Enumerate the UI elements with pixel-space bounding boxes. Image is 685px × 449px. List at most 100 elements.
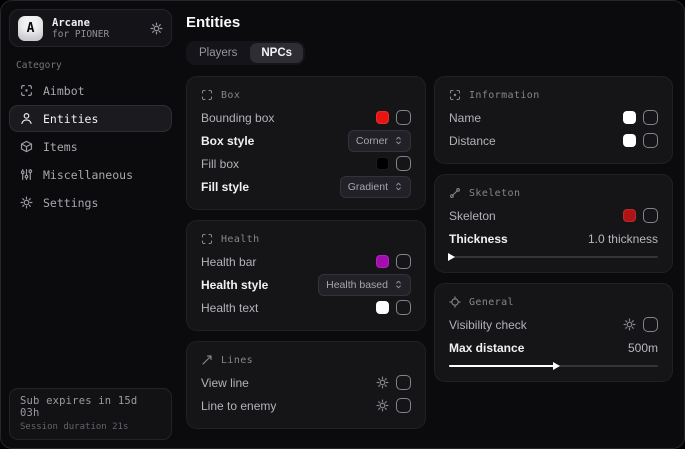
slider-fill [449, 362, 560, 370]
box-icon [20, 140, 33, 153]
health-text-checkbox[interactable] [396, 300, 411, 315]
thickness-value: 1.0 thickness [587, 231, 658, 246]
information-card-header: Information [449, 89, 658, 101]
sidebar-item-settings[interactable]: Settings [9, 189, 172, 216]
fill-style-row: Fill style Gradient [201, 175, 411, 198]
card-columns: Box Bounding box Box style Corne [186, 76, 676, 429]
sidebar-item-label: Settings [43, 195, 99, 210]
slider-handle[interactable] [448, 253, 456, 261]
card-title: General [469, 296, 514, 308]
row-label: Fill style [201, 179, 250, 194]
sidebar-header: A Arcane for PIONER [9, 9, 172, 47]
line-to-enemy-row: Line to enemy [201, 394, 411, 417]
gear-icon[interactable] [376, 399, 389, 412]
sidebar-nav: Aimbot Entities Items [9, 77, 172, 216]
scan-info-icon [449, 89, 461, 101]
row-label: Visibility check [449, 317, 527, 332]
lines-card-header: Lines [201, 354, 411, 366]
corners-icon [201, 89, 213, 101]
visibility-check-checkbox[interactable] [643, 317, 658, 332]
row-label: Skeleton [449, 208, 496, 223]
fill-box-checkbox[interactable] [396, 156, 411, 171]
information-card: Information Name Distance [434, 76, 673, 164]
diagonal-line-icon [201, 354, 213, 366]
card-title: Skeleton [469, 187, 521, 199]
dropdown-value: Gradient [347, 180, 388, 193]
gear-icon[interactable] [150, 21, 163, 35]
gear-icon[interactable] [623, 318, 636, 331]
color-swatch[interactable] [376, 255, 389, 268]
session-duration-text: Session duration 21s [20, 422, 129, 432]
skeleton-checkbox[interactable] [643, 208, 658, 223]
view-line-checkbox[interactable] [396, 375, 411, 390]
thickness-row: Thickness 1.0 thickness [449, 227, 658, 250]
line-to-enemy-checkbox[interactable] [396, 398, 411, 413]
max-distance-value: 500m [627, 340, 658, 355]
distance-row: Distance [449, 129, 658, 152]
corners-icon [201, 233, 213, 245]
box-style-row: Box style Corner [201, 129, 411, 152]
gear-icon[interactable] [376, 376, 389, 389]
tab-npcs[interactable]: NPCs [250, 43, 304, 63]
row-label: Thickness [449, 231, 508, 246]
bone-icon [449, 187, 461, 199]
health-bar-checkbox[interactable] [396, 254, 411, 269]
app-name: Arcane [52, 16, 90, 29]
subscription-info: Sub expires in 15d 03h Session duration … [9, 388, 172, 440]
card-title: Information [469, 89, 540, 101]
slider-handle[interactable] [552, 362, 560, 370]
sidebar-item-miscellaneous[interactable]: Miscellaneous [9, 161, 172, 188]
distance-checkbox[interactable] [643, 133, 658, 148]
sidebar: A Arcane for PIONER Category [1, 1, 180, 448]
sidebar-item-entities[interactable]: Entities [9, 105, 172, 132]
color-swatch[interactable] [376, 301, 389, 314]
health-card: Health Health bar Health style H [186, 220, 426, 331]
max-distance-row: Max distance 500m [449, 336, 658, 359]
crosshair-icon [20, 84, 33, 97]
row-label: Name [449, 110, 482, 125]
row-label: Max distance [449, 340, 525, 355]
color-swatch[interactable] [623, 209, 636, 222]
card-title: Box [221, 89, 241, 101]
card-title: Lines [221, 354, 254, 366]
box-card: Box Bounding box Box style Corne [186, 76, 426, 210]
visibility-check-row: Visibility check [449, 313, 658, 336]
sidebar-item-aimbot[interactable]: Aimbot [9, 77, 172, 104]
name-row: Name [449, 106, 658, 129]
general-card-header: General [449, 296, 658, 308]
sidebar-item-label: Entities [43, 111, 99, 126]
app-subtitle: for PIONER [52, 28, 110, 40]
thickness-slider[interactable] [448, 253, 658, 261]
tab-bar: Players NPCs [186, 41, 306, 65]
left-column: Box Bounding box Box style Corne [186, 76, 426, 429]
sliders-icon [20, 168, 33, 181]
view-line-row: View line [201, 371, 411, 394]
lines-card: Lines View line [186, 341, 426, 429]
sidebar-item-label: Items [43, 139, 78, 154]
slider-fill [448, 253, 456, 261]
row-label: Health style [201, 277, 269, 292]
gear-icon [20, 196, 33, 209]
health-bar-row: Health bar [201, 250, 411, 273]
tab-players[interactable]: Players [199, 47, 238, 59]
health-style-dropdown[interactable]: Health based [318, 273, 411, 296]
box-card-header: Box [201, 89, 411, 101]
fill-style-dropdown[interactable]: Gradient [339, 175, 411, 198]
unfold-icon [394, 136, 403, 145]
name-checkbox[interactable] [643, 110, 658, 125]
box-style-dropdown[interactable]: Corner [347, 129, 411, 152]
person-icon [20, 112, 33, 125]
color-swatch[interactable] [623, 111, 636, 124]
max-distance-slider[interactable] [449, 362, 658, 370]
row-label: Bounding box [201, 110, 275, 125]
color-swatch[interactable] [623, 134, 636, 147]
color-swatch[interactable] [376, 111, 389, 124]
category-label: Category [16, 60, 62, 71]
app-logo: A [18, 15, 43, 41]
card-title: Health [221, 233, 260, 245]
crosshair-circle-icon [449, 296, 461, 308]
bounding-box-checkbox[interactable] [396, 110, 411, 125]
sidebar-item-items[interactable]: Items [9, 133, 172, 160]
color-swatch[interactable] [376, 157, 389, 170]
